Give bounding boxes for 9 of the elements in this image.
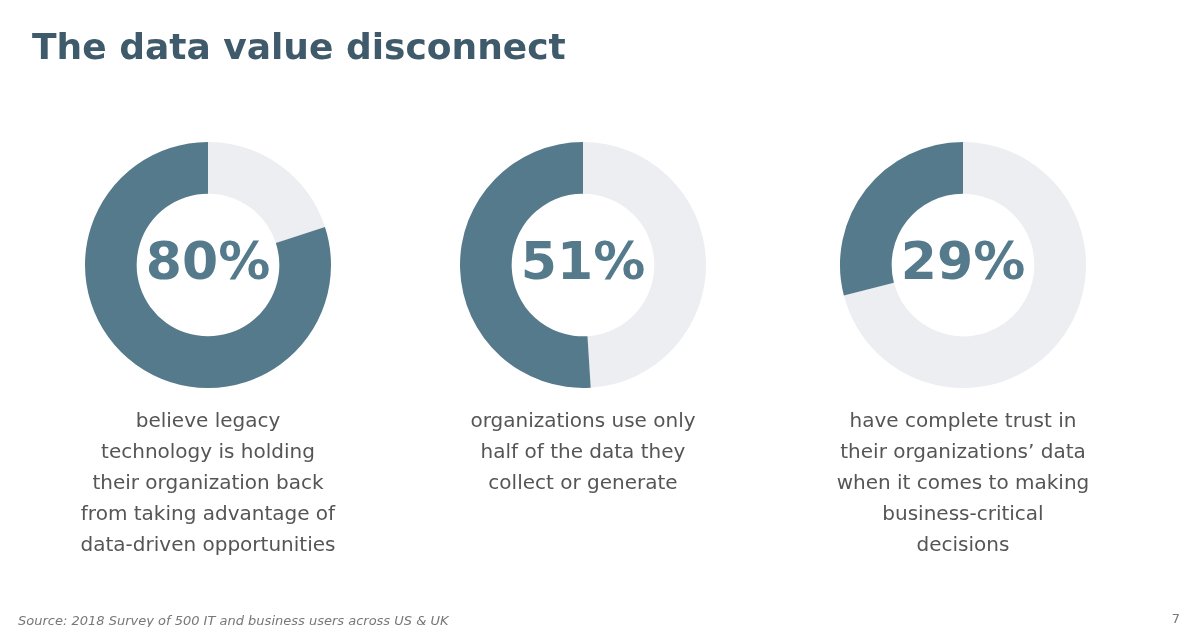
source-note: Source: 2018 Survey of 500 IT and business users across US & UK bbox=[18, 613, 449, 628]
text: 7 bbox=[1171, 611, 1180, 626]
text: have complete trust in their organizations’ data when it comes to making business-critical decisions bbox=[835, 407, 1091, 558]
text: believe legacy technology is holding their organization back from taking advantage of data-driven opportunities bbox=[79, 407, 337, 558]
chart-title: The data value disconnect bbox=[32, 26, 566, 67]
data-label: 29% bbox=[900, 230, 1026, 291]
data-label: 51% bbox=[520, 230, 646, 291]
text: organizations use only half of the data they collect or generate bbox=[469, 407, 697, 496]
data-label: 80% bbox=[145, 230, 271, 291]
